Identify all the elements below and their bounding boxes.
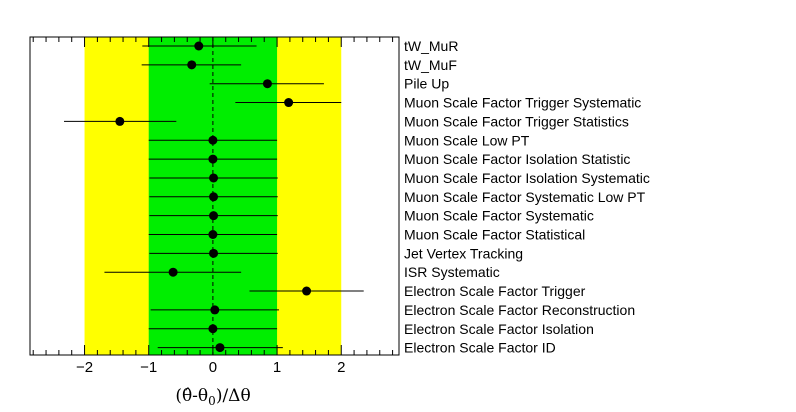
x-axis-ticks (32, 37, 394, 355)
pull-marker (208, 230, 218, 239)
pull-marker (302, 286, 312, 296)
parameter-label: Electron Scale Factor Reconstruction (404, 302, 635, 318)
parameter-label: Electron Scale Factor Trigger (404, 283, 586, 299)
pull-marker (194, 41, 204, 51)
parameter-label: tW_MuF (404, 57, 457, 73)
x-axis-title: (θ̂-θ0)/Δθ (175, 386, 250, 408)
parameter-label: tW_MuR (404, 38, 458, 54)
pull-marker (209, 248, 219, 258)
pull-marker (115, 116, 125, 126)
pull-marker (215, 343, 225, 353)
pull-marker (262, 79, 272, 89)
x-tick-label: −1 (140, 359, 157, 376)
x-tick-label: −2 (76, 359, 93, 376)
parameter-label: Muon Scale Factor Trigger Systematic (404, 95, 641, 111)
pull-marker (209, 192, 219, 202)
pull-marker (208, 135, 218, 145)
parameter-label: Pile Up (404, 76, 449, 92)
parameter-label: Muon Scale Factor Isolation Statistic (404, 151, 630, 167)
pull-marker (168, 267, 178, 277)
pull-marker (209, 211, 219, 221)
x-tick-label: 0 (209, 359, 217, 376)
parameter-label: Muon Scale Factor Systematic (404, 208, 594, 224)
pull-marker (208, 154, 218, 164)
parameter-label: Muon Scale Low PT (404, 132, 530, 148)
pull-marker (209, 173, 219, 183)
pull-marker (187, 60, 197, 70)
pull-marker (208, 324, 218, 334)
parameter-label: Muon Scale Factor Statistical (404, 227, 585, 243)
parameter-label: ISR Systematic (404, 264, 500, 280)
parameter-labels: tW_MuR tW_MuF Pile Up Muon Scale Factor Tri… (404, 38, 650, 356)
parameter-label: Muon Scale Factor Systematic Low PT (404, 189, 646, 205)
plot-frame (29, 36, 400, 356)
parameter-label: Electron Scale Factor Isolation (404, 321, 594, 337)
x-tick-label: 2 (337, 359, 345, 376)
parameter-label: Jet Vertex Tracking (404, 245, 523, 261)
parameter-label: Muon Scale Factor Trigger Statistics (404, 113, 629, 129)
x-tick-label: 1 (273, 359, 281, 376)
x-axis-tick-labels: −2 −1 0 1 2 (76, 359, 345, 376)
pull-marker (284, 98, 294, 108)
pull-markers (115, 41, 312, 353)
x-axis-title-text: (θ̂-θ0)/Δθ (175, 386, 250, 408)
parameter-label: Electron Scale Factor ID (404, 340, 556, 356)
parameter-label: Muon Scale Factor Isolation Systematic (404, 170, 650, 186)
pull-marker (210, 305, 220, 315)
